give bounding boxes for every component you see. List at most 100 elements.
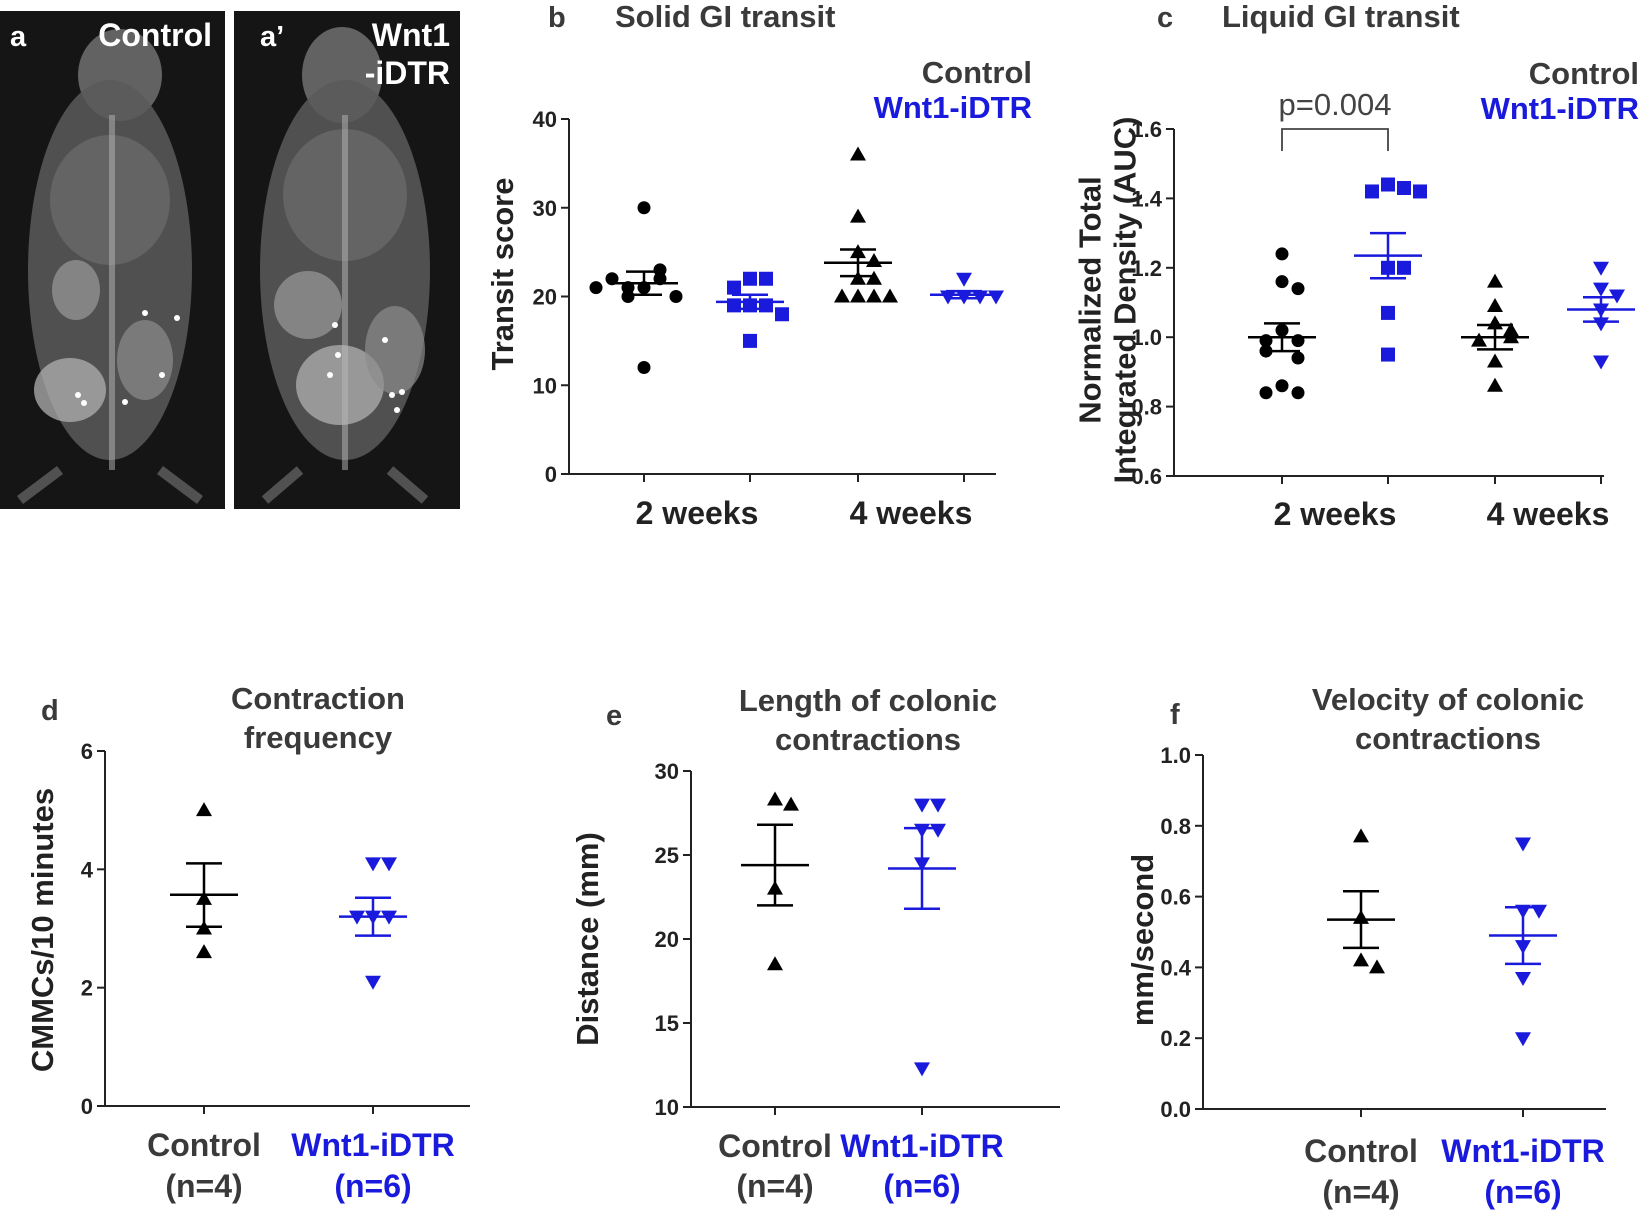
legend-control: Control [1529,56,1639,91]
chart-contraction-frequency: d Contraction frequency 0 2 4 6 CMMCs/10 minute… [25,681,470,1204]
y-axis-label: CMMCs/10 minutes [25,788,60,1072]
data-point [850,288,866,303]
data-group [1489,837,1557,1047]
data-point [767,956,783,971]
y-axis-label: mm/second [1125,854,1160,1026]
x-category-label: Control [1304,1133,1418,1169]
data-group [1567,261,1635,370]
data-group [741,791,809,971]
data-point [1413,184,1427,199]
panel-letter: e [606,700,622,732]
data-point [866,270,882,285]
data-point [866,253,882,267]
chart-title: contractions [775,722,961,757]
data-point [1275,379,1289,393]
y-tick-label: 10 [533,373,557,398]
chart-title: Velocity of colonic [1312,682,1584,717]
x-category-sublabel: (n=4) [736,1168,813,1204]
xray-label-wnt1-line1: Wnt1 [372,17,450,53]
data-point [1593,261,1609,276]
x-category-label: 4 weeks [1487,496,1610,532]
data-group [716,271,789,348]
chart-solid-gi-transit: b Solid GI transit 0 10 20 30 40 Transit score 2… [485,0,1032,531]
xray-label-control: Control [98,17,212,53]
y-tick-label: 1.0 [1160,743,1191,768]
data-point [1593,282,1609,297]
xray-letter-wnt1: a’ [260,21,284,53]
y-tick-label: 6 [81,739,93,764]
y-tick-label: 20 [655,927,679,952]
data-group [1248,247,1316,400]
data-point [1515,837,1531,852]
data-point [850,208,866,223]
data-point [637,361,651,374]
chart-title: Solid GI transit [615,0,835,34]
data-point [1487,377,1503,392]
data-group [824,146,898,303]
y-tick-label: 1.4 [1131,186,1162,211]
y-axis-label: Normalized Total [1073,176,1108,423]
xray-panel-wnt1: a’ Wnt1 -iDTR [234,11,460,509]
data-point [930,798,946,813]
y-tick-label: 1.2 [1131,256,1162,281]
x-category-label: Control [147,1127,261,1163]
data-point [1487,273,1503,288]
data-point [1353,952,1369,967]
data-point [1593,355,1609,370]
data-point [1381,177,1395,192]
data-group [1461,273,1529,392]
chart-length-colonic-contractions: e Length of colonic contractions 10 15 20 25 30… [570,683,1060,1204]
data-group [1327,828,1395,974]
legend-control: Control [922,55,1032,90]
data-point [850,270,866,285]
legend-wnt1-idtr: Wnt1-iDTR [874,90,1032,125]
xray-panel-control: a Control [0,11,225,509]
panel-letter: d [41,695,59,727]
data-group [339,857,407,990]
data-point [956,272,972,287]
data-point [759,271,773,286]
panel-letter: c [1157,2,1173,34]
data-point [365,857,381,872]
data-group [589,201,683,374]
data-point [743,271,757,286]
data-point [882,288,898,303]
data-point [669,290,683,303]
data-point [653,263,667,277]
y-tick-label: 40 [533,107,557,132]
legend-wnt1-idtr: Wnt1-iDTR [1481,91,1639,126]
xray-mouse-image-control [17,29,203,504]
data-point [743,333,757,348]
data-point [589,281,603,295]
data-point [727,280,741,295]
data-point [365,975,381,990]
y-tick-label: 10 [655,1095,679,1120]
data-point [637,201,651,215]
data-point [196,944,212,959]
y-tick-label: 25 [655,843,679,868]
data-point [850,146,866,161]
xray-label-wnt1-line2: -iDTR [365,55,450,91]
data-point [1381,305,1395,320]
x-category-label: 2 weeks [1274,496,1397,532]
data-point [1353,828,1369,843]
data-point [621,290,635,303]
chart-title: Liquid GI transit [1222,0,1460,34]
x-category-sublabel: (n=4) [1322,1174,1399,1210]
data-point [988,290,1004,305]
y-tick-label: 4 [81,857,94,882]
y-tick-label: 0.4 [1160,955,1191,980]
x-category-sublabel: (n=6) [1484,1174,1561,1210]
x-category-label: Wnt1-iDTR [291,1127,455,1163]
chart-title: contractions [1355,721,1541,756]
y-tick-label: 0 [81,1094,93,1119]
y-tick-label: 30 [655,759,679,784]
data-group [888,798,956,1077]
data-point [1291,351,1305,365]
y-tick-label: 0.0 [1160,1097,1191,1122]
data-point [1471,332,1487,347]
data-point [1515,1032,1531,1047]
data-point [381,857,397,872]
data-point [1275,275,1289,289]
x-category-label: 2 weeks [636,495,759,531]
